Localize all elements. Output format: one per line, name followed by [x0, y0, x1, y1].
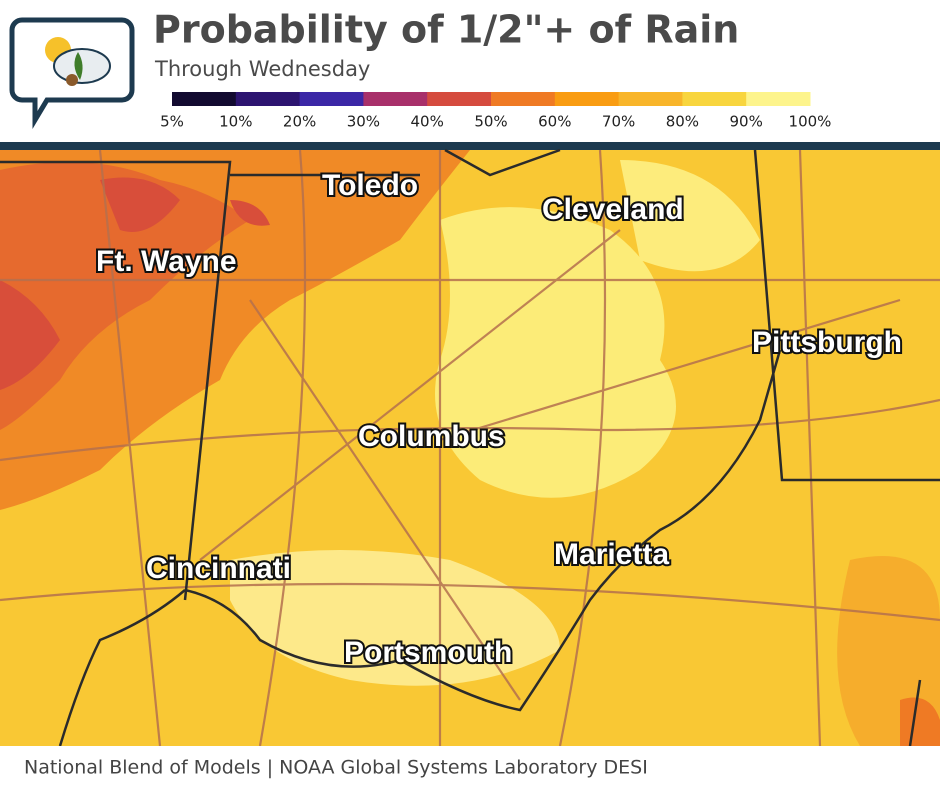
legend-label: 30%: [347, 113, 380, 131]
footer: National Blend of Models | NOAA Global S…: [24, 757, 648, 779]
city-label: Marietta: [554, 538, 669, 571]
city-label: Cleveland: [542, 193, 684, 226]
city-label: Portsmouth: [344, 636, 512, 669]
legend-label: 5%: [160, 113, 184, 131]
legend-swatch: [363, 92, 428, 106]
city-label: Toledo: [322, 169, 418, 202]
title: Probability of 1/2"+ of Rain: [153, 8, 739, 52]
legend-swatch: [427, 92, 492, 106]
legend-label: 40%: [411, 113, 444, 131]
legend: 5% 10% 20% 30% 40% 50% 60% 70% 80% 90% 100%: [160, 92, 831, 131]
subtitle: Through Wednesday: [154, 57, 370, 81]
legend-label: 70%: [602, 113, 635, 131]
legend-swatch: [554, 92, 620, 106]
city-label: Cincinnati: [146, 552, 291, 585]
legend-label: 90%: [730, 113, 763, 131]
city-label: Pittsburgh: [752, 326, 902, 359]
city-label: Ft. Wayne: [96, 245, 237, 278]
city-label: Columbus: [358, 420, 505, 453]
map: Toledo Cleveland Ft. Wayne Pittsburgh Co…: [0, 148, 940, 747]
legend-swatch: [682, 92, 747, 106]
legend-label: 20%: [283, 113, 316, 131]
legend-swatch: [491, 92, 556, 106]
legend-swatch: [235, 92, 301, 106]
legend-label: 60%: [538, 113, 571, 131]
legend-label: 100%: [789, 113, 832, 131]
legend-label: 80%: [666, 113, 699, 131]
legend-label: 50%: [474, 113, 507, 131]
header-rule: [0, 142, 940, 150]
legend-swatch: [618, 92, 683, 106]
legend-label: 10%: [219, 113, 252, 131]
legend-swatch: [172, 92, 237, 106]
legend-swatch: [746, 92, 811, 106]
logo: [9, 17, 135, 130]
legend-swatch: [299, 92, 364, 106]
